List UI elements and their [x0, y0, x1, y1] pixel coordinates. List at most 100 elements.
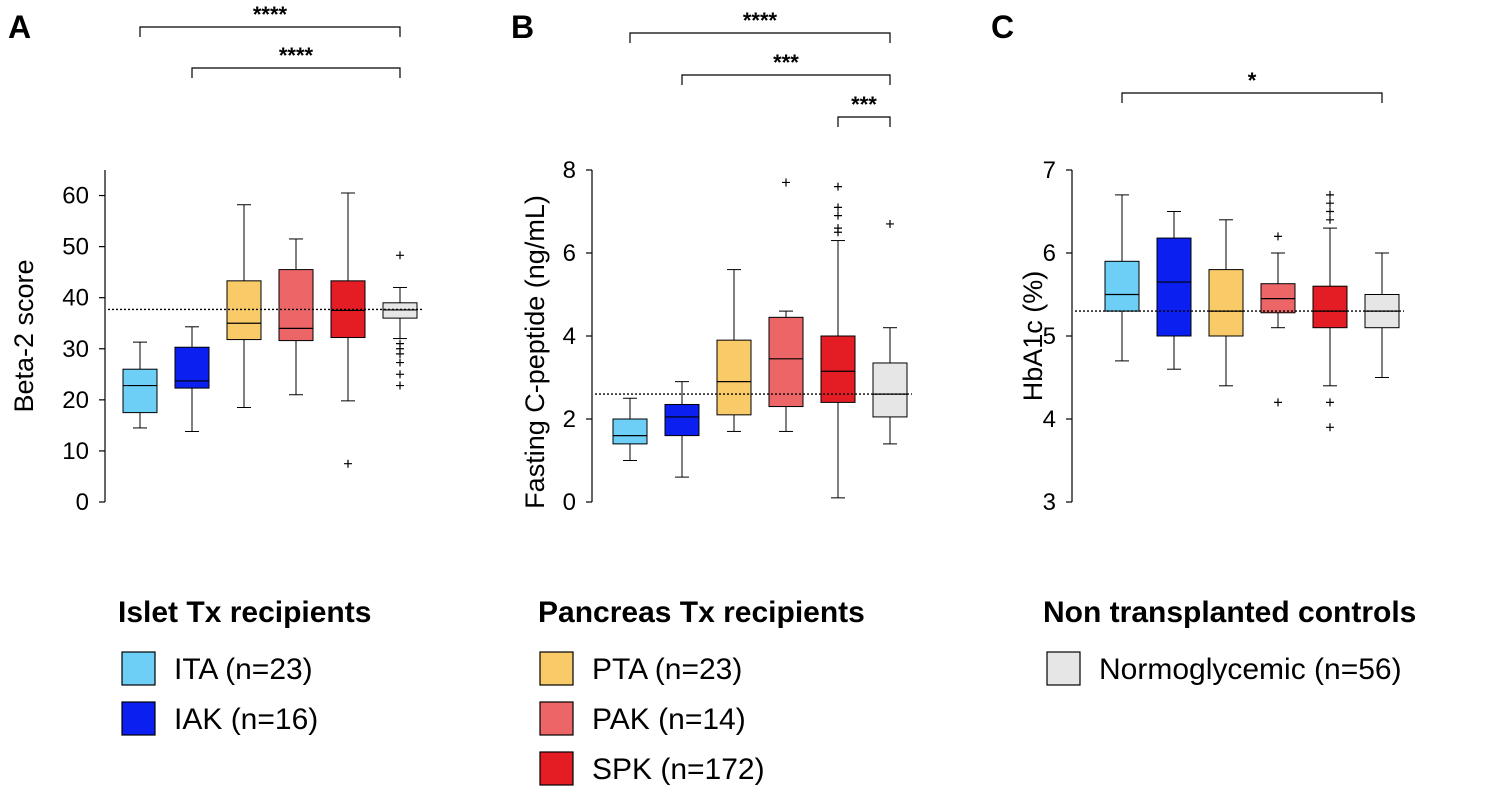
significance-label: ****: [279, 43, 314, 68]
box-iak: [174, 326, 210, 433]
y-tick-label: 60: [62, 183, 89, 210]
box-pak: [278, 238, 314, 396]
bracket-line: [837, 116, 891, 127]
bracket-line: [191, 67, 401, 78]
y-tick-label: 40: [62, 285, 89, 312]
box-pak: [1260, 232, 1296, 407]
box-iqr: [820, 335, 856, 403]
outlier-marker: [1326, 215, 1334, 224]
box-normoglycemic: [382, 251, 418, 390]
y-tick-label: 10: [62, 438, 89, 465]
outlier-marker: [834, 182, 842, 191]
box-iqr: [872, 362, 908, 418]
panel-c: C 3 4 5 6 7 HbA1c (%) *: [991, 9, 1404, 516]
box-spk: [820, 182, 856, 499]
outlier-marker: [834, 203, 842, 212]
box-pta: [1208, 219, 1244, 387]
outlier-marker: [396, 251, 404, 260]
box-spk: [1312, 190, 1348, 432]
bracket-line: [139, 26, 401, 37]
outlier-marker: [1274, 398, 1282, 407]
significance-bracket: *: [1121, 68, 1383, 103]
significance-label: ****: [253, 2, 288, 27]
y-tick-label: 6: [563, 240, 576, 267]
box-pta: [716, 269, 752, 432]
significance-bracket: ****: [191, 43, 401, 78]
legend: Islet Tx recipients ITA (n=23) IAK (n=16) P…: [118, 596, 1416, 786]
panel-letter: C: [991, 9, 1014, 45]
box-pta: [226, 204, 262, 409]
box-iqr: [278, 269, 314, 342]
outlier-marker: [396, 339, 404, 348]
legend-group: Pancreas Tx recipients PTA (n=23) PAK (n=1…: [538, 596, 865, 786]
significance-bracket: ****: [629, 8, 891, 43]
y-tick-label: 4: [563, 323, 576, 350]
box-iqr: [1104, 260, 1140, 312]
significance-bracket: ***: [837, 92, 891, 127]
box-iqr: [612, 418, 648, 445]
outlier-marker: [886, 219, 894, 228]
outlier-marker: [834, 211, 842, 220]
box-iqr: [1156, 237, 1192, 337]
y-tick-label: 2: [563, 406, 576, 433]
legend-swatch: [539, 701, 574, 736]
y-tick-label: 20: [62, 387, 89, 414]
legend-label: SPK (n=172): [592, 753, 765, 786]
outlier-marker: [1326, 207, 1334, 216]
box-ita: [612, 397, 648, 461]
panel-letter: A: [8, 9, 31, 45]
box-iqr: [1208, 269, 1244, 337]
outlier-marker: [1274, 232, 1282, 241]
outlier-marker: [1326, 190, 1334, 199]
legend-label: PAK (n=14): [592, 703, 746, 736]
box-iqr: [768, 316, 804, 408]
y-axis-label: HbA1c (%): [1018, 271, 1048, 402]
y-tick-label: 30: [62, 336, 89, 363]
box-iqr: [226, 280, 262, 341]
y-tick-label: 5: [1043, 323, 1056, 350]
y-axis-label: Fasting C-peptide (ng/mL): [520, 195, 550, 509]
legend-swatch: [121, 701, 156, 736]
y-tick-label: 50: [62, 234, 89, 261]
y-axis-label: Beta-2 score: [9, 259, 39, 412]
outlier-marker: [834, 224, 842, 233]
y-tick-label: 8: [563, 157, 576, 184]
legend-label: PTA (n=23): [592, 653, 742, 686]
significance-label: ***: [851, 92, 877, 117]
significance-bracket: ****: [139, 2, 401, 37]
y-tick-label: 3: [1043, 489, 1056, 516]
box-iqr: [1312, 285, 1348, 329]
panel-letter: B: [511, 9, 534, 45]
legend-swatch: [121, 651, 156, 686]
significance-label: *: [1248, 68, 1257, 93]
box-normoglycemic: [872, 219, 908, 445]
outlier-marker: [396, 358, 404, 367]
box-iqr: [716, 339, 752, 416]
y-tick-label: 7: [1043, 157, 1056, 184]
box-pak: [768, 178, 804, 432]
box-ita: [1104, 194, 1140, 362]
significance-bracket: ***: [681, 50, 891, 85]
outlier-marker: [396, 370, 404, 379]
outlier-marker: [396, 381, 404, 390]
legend-label: ITA (n=23): [174, 653, 313, 686]
legend-group-title: Pancreas Tx recipients: [538, 596, 865, 629]
box-iqr: [122, 368, 158, 414]
box-ita: [122, 341, 158, 429]
bracket-line: [681, 74, 891, 85]
box-iqr: [174, 346, 210, 389]
legend-swatch: [1046, 651, 1081, 686]
outlier-marker: [1326, 398, 1334, 407]
legend-swatch: [539, 651, 574, 686]
bracket-line: [629, 32, 891, 43]
panel-a: A 0 10 20 30 40 50 60 Beta-2 score **** ****: [8, 2, 422, 516]
outlier-marker: [344, 459, 352, 468]
y-tick-label: 0: [563, 489, 576, 516]
box-iqr: [664, 403, 700, 437]
outlier-marker: [1326, 423, 1334, 432]
legend-swatch: [539, 751, 574, 786]
box-normoglycemic: [1364, 252, 1400, 378]
bracket-line: [1121, 92, 1383, 103]
